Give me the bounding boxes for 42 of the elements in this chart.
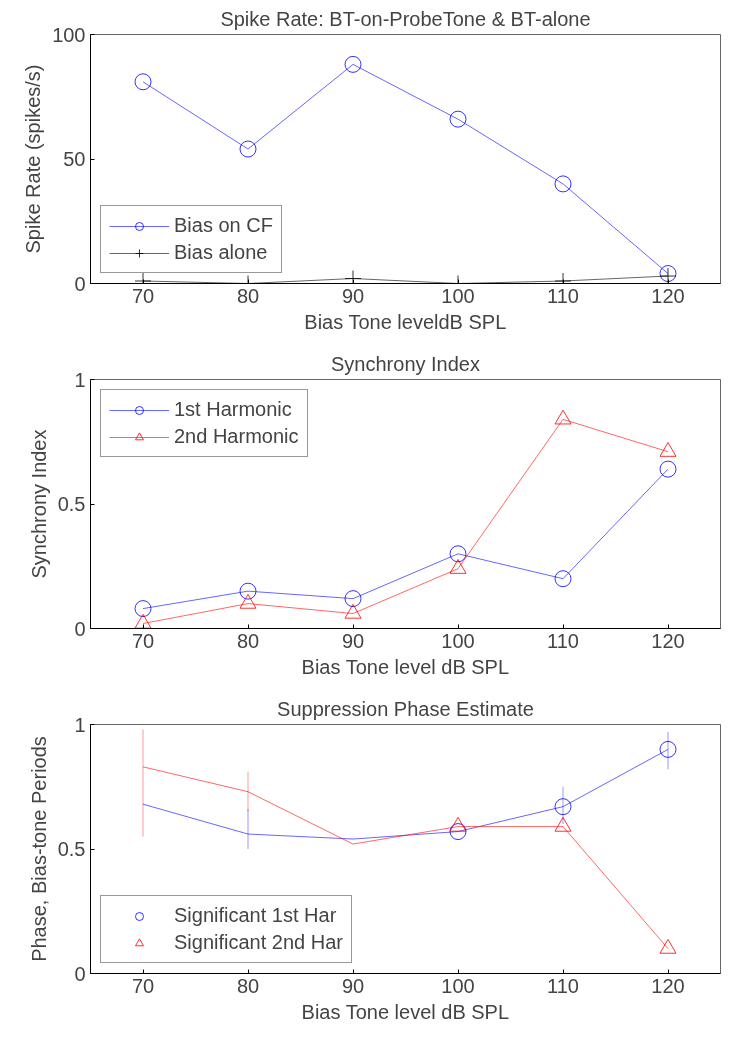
x-tick-label: 100 [441,974,475,997]
x-tick-label: 100 [441,284,475,307]
x-tick-label: 90 [341,974,365,997]
legend-label: Significant 2nd Har [174,931,343,954]
x-axis-title: Bias Tone leveldB SPL [304,310,507,333]
legend-label: 2nd Harmonic [174,425,299,448]
x-tick-label: 110 [547,284,579,307]
y-tick-label: 100 [52,23,86,46]
chart-title: Suppression Phase Estimate [277,697,534,720]
x-tick-label: 100 [441,629,475,652]
y-axis-title: Spike Rate (spikes/s) [22,64,45,254]
chart-title: Synchrony Index [331,352,480,375]
y-tick-label: 50 [63,148,86,170]
x-tick-label: 70 [131,974,155,997]
legend-label: Bias alone [174,241,268,264]
x-tick-label: 90 [341,284,365,307]
x-tick-label: 120 [651,974,685,997]
legend-label: Bias on CF [174,214,273,237]
y-tick-label: 0.5 [57,493,86,515]
x-tick-label: 80 [236,974,260,997]
x-tick-label: 120 [651,629,685,652]
x-axis-title: Bias Tone level dB SPL [301,1000,510,1023]
y-tick-label: 0 [74,272,86,295]
x-tick-label: 80 [236,284,260,307]
y-axis-title: Synchrony Index [27,429,50,579]
y-axis-title: Phase, Bias-tone Periods [27,736,50,962]
legend-label: 1st Harmonic [174,398,292,421]
x-tick-label: 120 [651,284,685,307]
y-tick-label: 0 [74,617,86,640]
x-tick-label: 80 [236,629,260,652]
x-axis-title: Bias Tone level dB SPL [301,655,510,678]
y-tick-label: 1 [74,713,86,736]
x-tick-label: 110 [547,629,579,652]
x-tick-label: 70 [131,629,155,652]
x-tick-label: 70 [131,284,155,307]
x-tick-label: 90 [341,629,365,652]
chart-title: Spike Rate: BT-on-ProbeTone & BT-alone [220,7,591,30]
x-tick-label: 110 [547,974,579,997]
y-tick-label: 0 [74,962,86,985]
legend-label: Significant 1st Har [174,904,337,927]
y-tick-label: 0.5 [57,838,86,860]
y-tick-label: 1 [74,368,86,391]
